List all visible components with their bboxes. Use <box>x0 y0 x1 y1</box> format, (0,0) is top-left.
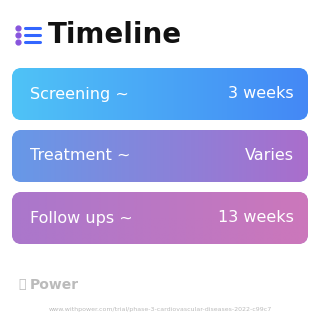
Text: 13 weeks: 13 weeks <box>218 211 294 226</box>
Text: Varies: Varies <box>245 148 294 164</box>
Text: Treatment ~: Treatment ~ <box>30 148 131 164</box>
Text: Timeline: Timeline <box>48 21 182 49</box>
Text: ␧: ␧ <box>18 279 26 291</box>
Text: Follow ups ~: Follow ups ~ <box>30 211 133 226</box>
FancyBboxPatch shape <box>12 192 308 244</box>
Text: Power: Power <box>30 278 79 292</box>
Text: 3 weeks: 3 weeks <box>228 87 294 101</box>
Text: Screening ~: Screening ~ <box>30 87 129 101</box>
FancyBboxPatch shape <box>12 68 308 120</box>
FancyBboxPatch shape <box>12 130 308 182</box>
Text: www.withpower.com/trial/phase-3-cardiovascular-diseases-2022-c99c7: www.withpower.com/trial/phase-3-cardiova… <box>48 307 272 313</box>
